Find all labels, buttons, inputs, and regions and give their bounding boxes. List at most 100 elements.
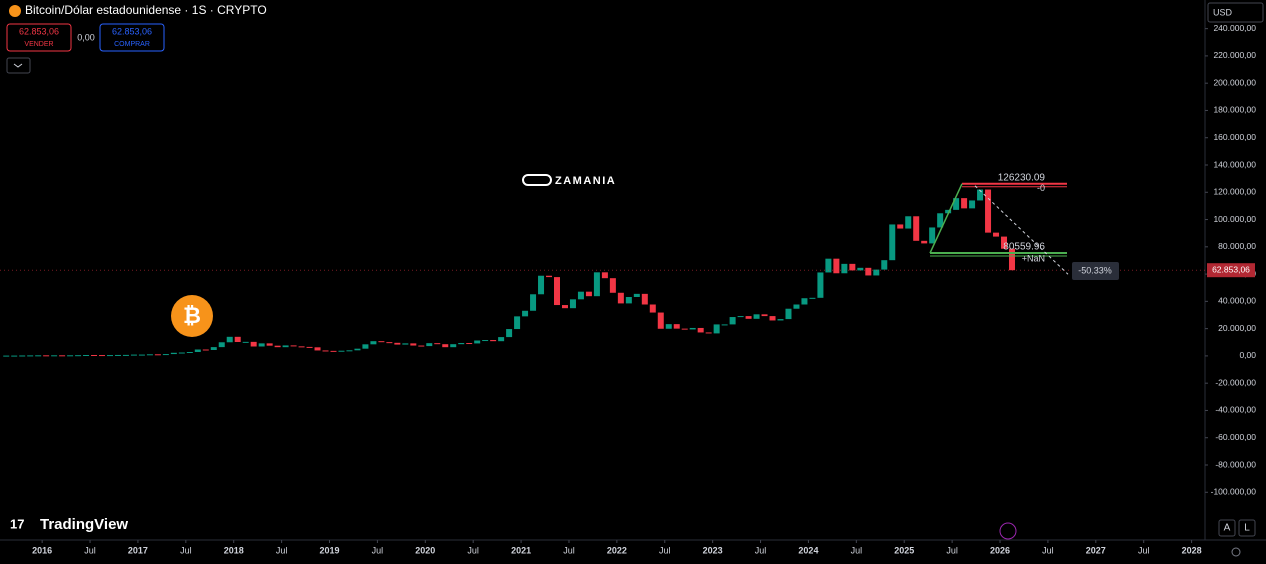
x-tick-label: Jul xyxy=(563,545,575,555)
candle xyxy=(522,310,529,317)
x-tick-label: 2022 xyxy=(607,545,627,555)
candle xyxy=(290,345,297,347)
x-tick-label: Jul xyxy=(276,545,288,555)
sell-label: VENDER xyxy=(24,41,53,48)
symbol-title: Bitcoin/Dólar estadounidense · 1S · CRYP… xyxy=(25,3,267,17)
candle xyxy=(186,351,193,353)
watermark: ZAMANIA xyxy=(555,175,616,187)
range-low-change: +NaN xyxy=(1022,253,1045,263)
candle xyxy=(865,267,872,276)
trend-line xyxy=(929,183,963,254)
candle xyxy=(154,354,161,356)
candle xyxy=(713,324,720,334)
candle xyxy=(51,355,58,357)
y-tick-label: -20.000,00 xyxy=(1215,377,1256,387)
candle xyxy=(825,258,832,273)
candle xyxy=(777,319,784,321)
collapse-button[interactable] xyxy=(6,57,31,74)
candle xyxy=(554,277,561,306)
candle xyxy=(849,263,856,271)
candle xyxy=(99,355,106,357)
x-tick-label: Jul xyxy=(946,545,958,555)
candle xyxy=(641,293,648,305)
candle xyxy=(1008,248,1015,271)
candle xyxy=(3,355,10,357)
y-tick-label: 200.000,00 xyxy=(1213,77,1256,87)
candle xyxy=(250,341,257,347)
settings-icon[interactable] xyxy=(1231,547,1241,557)
brand-icon: 17 xyxy=(10,516,24,531)
drawdown-label: -50.33% xyxy=(1078,265,1112,275)
x-tick-label: Jul xyxy=(851,545,863,555)
auto-button[interactable] xyxy=(1218,519,1236,537)
candle xyxy=(985,189,992,233)
candle xyxy=(19,355,26,357)
candle xyxy=(218,342,225,348)
plot: 240.000,00 220.000,00 200.000,00 180.000,00… xyxy=(0,23,1256,555)
x-tick-label: 2027 xyxy=(1086,545,1106,555)
x-tick-label: Jul xyxy=(372,545,384,555)
y-tick-label: -60.000,00 xyxy=(1215,432,1256,442)
y-tick-label: 160.000,00 xyxy=(1213,132,1256,142)
candle xyxy=(761,314,768,317)
x-tick-label: 2018 xyxy=(224,545,244,555)
candle xyxy=(769,316,776,321)
candle xyxy=(1001,236,1008,249)
candle xyxy=(35,355,42,357)
candle xyxy=(729,317,736,325)
auto-label: A xyxy=(1224,523,1231,534)
sell-button[interactable] xyxy=(6,23,72,52)
candle xyxy=(921,240,928,244)
candle xyxy=(817,272,824,298)
candle xyxy=(202,349,209,351)
candle xyxy=(322,350,329,352)
candle xyxy=(593,272,600,297)
candle xyxy=(833,258,840,274)
candle xyxy=(362,344,369,349)
candle xyxy=(378,341,385,343)
x-tick-label: 2024 xyxy=(798,545,818,555)
candle xyxy=(705,332,712,334)
candle xyxy=(258,343,265,347)
currency-select[interactable] xyxy=(1207,2,1264,23)
candle xyxy=(91,354,98,356)
candle xyxy=(681,328,688,330)
range-high-label: 126230.09 xyxy=(998,172,1046,183)
candle xyxy=(793,304,800,309)
candle xyxy=(346,350,353,352)
candle xyxy=(450,344,457,348)
x-tick-label: Jul xyxy=(1138,545,1150,555)
y-tick-label: -40.000,00 xyxy=(1215,405,1256,415)
candle xyxy=(418,345,425,347)
candle xyxy=(897,224,904,229)
candle xyxy=(577,291,584,300)
candle xyxy=(514,316,521,330)
candle xyxy=(969,200,976,209)
candle xyxy=(625,297,632,304)
bitcoin-symbol: ₿ xyxy=(183,303,201,328)
drawdown-box xyxy=(1072,262,1119,280)
candle xyxy=(426,343,433,347)
candle xyxy=(961,198,968,209)
y-tick-label: 140.000,00 xyxy=(1213,159,1256,169)
events-icon[interactable] xyxy=(999,522,1017,540)
bitcoin-logo xyxy=(171,295,213,337)
candle xyxy=(929,227,936,244)
candle xyxy=(490,340,497,342)
buy-button[interactable] xyxy=(99,23,165,52)
x-tick-label: 2026 xyxy=(990,545,1010,555)
candle xyxy=(386,342,393,344)
log-button[interactable] xyxy=(1238,519,1256,537)
candle xyxy=(841,263,848,274)
y-tick-label: 40.000,00 xyxy=(1218,296,1256,306)
candle xyxy=(298,346,305,348)
candle xyxy=(75,355,82,357)
currency: USD xyxy=(1213,7,1233,17)
x-tick-label: 2023 xyxy=(703,545,723,555)
symbol-icon xyxy=(9,5,21,17)
brand: TradingView xyxy=(40,516,128,533)
x-tick-label: Jul xyxy=(84,545,96,555)
candle xyxy=(953,198,960,210)
